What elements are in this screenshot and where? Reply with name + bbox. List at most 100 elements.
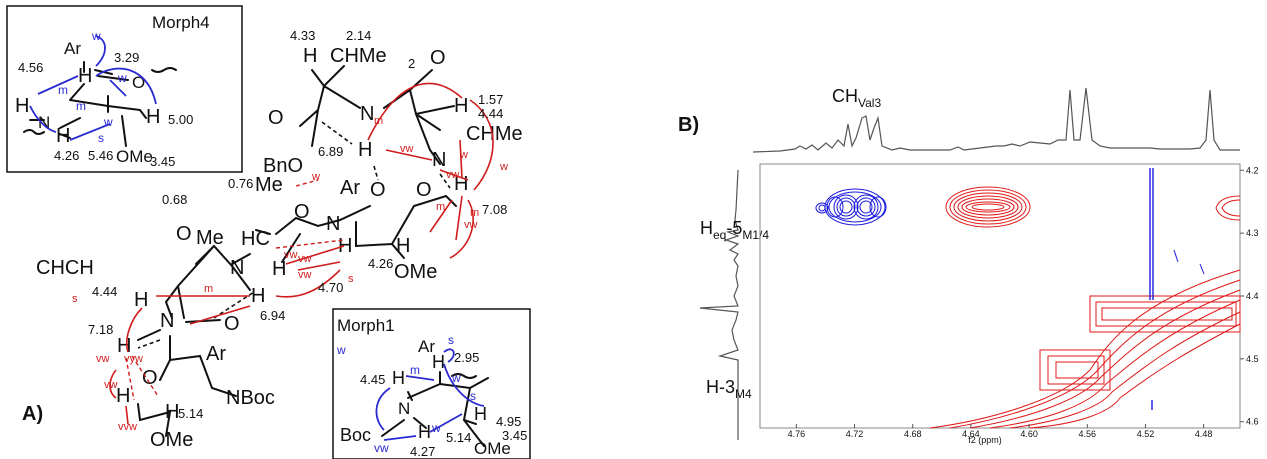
noe-label-0: m: [374, 115, 383, 127]
main-n-ring: N: [326, 213, 340, 235]
y-tick-label: 4.4: [1246, 291, 1259, 301]
main-me-top: Me: [255, 174, 283, 196]
noe-label-13: vw: [96, 353, 110, 365]
main-me2chch2: CHCH: [36, 257, 94, 279]
morph4-shift-5: 3.45: [150, 154, 175, 169]
noe-label-6: vw: [464, 219, 478, 231]
main-hc: HC: [241, 228, 270, 250]
y-axis: 4.2 4.3 4.4 4.5 4.6: [1240, 165, 1259, 427]
morph1-ar: Ar: [418, 337, 435, 356]
morph4-noe-label-0: w: [91, 29, 101, 43]
noe-arrow-12: [297, 261, 341, 271]
morph4-h-top: H: [78, 65, 92, 87]
main-h-val: H: [272, 258, 286, 280]
main-shift-11: 6.94: [260, 308, 285, 323]
morph1-noe-label-2: m: [410, 363, 420, 377]
morph1-noe-arrow-6: [429, 413, 463, 433]
morph4-shift-3: 4.26: [54, 148, 79, 163]
noe-arrow-18: [125, 357, 135, 401]
morph1-shift-0: 2.95: [454, 350, 479, 365]
red-edge-peak-inner: [1221, 199, 1241, 217]
morph4-noe-arrow-4: [29, 105, 57, 133]
noe-arrow-9: [295, 179, 319, 187]
morph1-noe-arrow-5: [443, 363, 485, 407]
noe-arrow-13: [275, 269, 341, 298]
morph1-shift-2: 4.95: [496, 414, 521, 429]
noe-label-15: vvw: [118, 421, 137, 433]
peak-heq-label: Heq-5M1/4: [700, 218, 769, 242]
noe-label-14: vyw: [124, 353, 143, 365]
noe-label-3: w: [499, 161, 508, 173]
noe-label-7: w: [311, 171, 320, 183]
morph4-noe-arrow-2: [37, 75, 79, 95]
morph1-noe-label-0: s: [448, 333, 454, 347]
noe-label-8: m: [470, 207, 479, 219]
x-axis: 4.76 4.72 4.68 4.64 4.60 4.56 4.52 4.48: [788, 424, 1213, 439]
main-ar-mid: Ar: [340, 177, 360, 199]
noe-label-12: s: [72, 293, 78, 305]
main-shift-7: 0.68: [162, 192, 187, 207]
main-nboc: NBoc: [226, 387, 275, 409]
blue-vertical-peak: [1149, 168, 1154, 410]
main-shift-10: 4.44: [92, 284, 117, 299]
main-o-mid2: O: [294, 201, 310, 223]
noe-arrow-17: [109, 369, 117, 399]
morph1-noe-arrow-3: [375, 387, 391, 431]
noe-arrow-7: [449, 199, 474, 259]
noe-arrow-6: [429, 199, 453, 233]
noe-label-4: vw: [446, 169, 460, 181]
panel-a: A) Morph4 Ar H O H H N H OMe 3.29 4.56: [6, 5, 531, 459]
morph1-box: [332, 308, 531, 459]
morph4-noe-arrow-5: [69, 123, 111, 141]
x-tick-label: 4.52: [1137, 429, 1155, 439]
morph1-h-top: H: [432, 352, 445, 372]
main-o-low2: O: [224, 313, 240, 335]
y-tick-label: 4.5: [1246, 354, 1259, 364]
noe-label-5: m: [436, 201, 445, 213]
morph4-inset: Morph4 Ar H O H H N H OMe 3.29 4.56 5.00…: [6, 5, 243, 173]
main-shift-9: 4.70: [318, 280, 343, 295]
main-shift-3: 1.57: [478, 92, 503, 107]
main-ome-mid: OMe: [394, 261, 437, 283]
x-tick-label: 4.64: [962, 429, 980, 439]
main-n-low2: N: [160, 310, 174, 332]
morph1-h-right: H: [474, 404, 487, 424]
main-o-top: O: [268, 107, 284, 129]
main-me-left: Me: [196, 227, 224, 249]
main-h-right-top: H: [454, 95, 468, 117]
main-o-right: O: [430, 47, 446, 69]
main-ar-low: Ar: [206, 343, 226, 365]
morph1-noe-label-5: w: [431, 421, 441, 435]
morph4-noe-label-5: w: [103, 115, 113, 129]
y-tick-label: 4.2: [1246, 165, 1259, 175]
morph4-h-left: H: [15, 95, 29, 117]
morph4-shift-1: 3.29: [114, 50, 139, 65]
y-tick-label: 4.6: [1246, 417, 1259, 427]
morph1-noe-label-1: w: [336, 343, 346, 357]
morph4-noe-label-1: m: [58, 83, 68, 97]
main-h-top: H: [303, 45, 317, 67]
morph4-h-right: H: [146, 106, 160, 128]
x-tick-label: 4.68: [904, 429, 922, 439]
x-axis-label: f2 (ppm): [968, 435, 1002, 445]
main-bonds: [137, 65, 457, 437]
noe-arrow-15: [189, 305, 251, 325]
panel-b-label: B): [678, 114, 699, 136]
morph1-title: Morph1: [337, 316, 395, 335]
main-chme2-top: CHMe: [330, 45, 387, 67]
morph4-noe-label-3: m: [76, 99, 86, 113]
noe-label-11: m: [204, 283, 213, 295]
noe-arrow-10: [275, 239, 345, 249]
blue-small-peaks: [1173, 249, 1205, 275]
morph4-noe-label-4: s: [98, 131, 104, 145]
x-tick-label: 4.56: [1079, 429, 1097, 439]
noe-label-18: vw: [104, 379, 118, 391]
red-edge-peak: [1215, 195, 1241, 221]
morph1-shift-1: 4.45: [360, 372, 385, 387]
morph1-shift-4: 4.27: [410, 444, 435, 459]
x-tick-label: 4.48: [1195, 429, 1213, 439]
main-o-mid: O: [370, 179, 386, 201]
main-h-mid: H: [338, 235, 352, 257]
morph1-shift-3: 5.14: [446, 430, 471, 445]
